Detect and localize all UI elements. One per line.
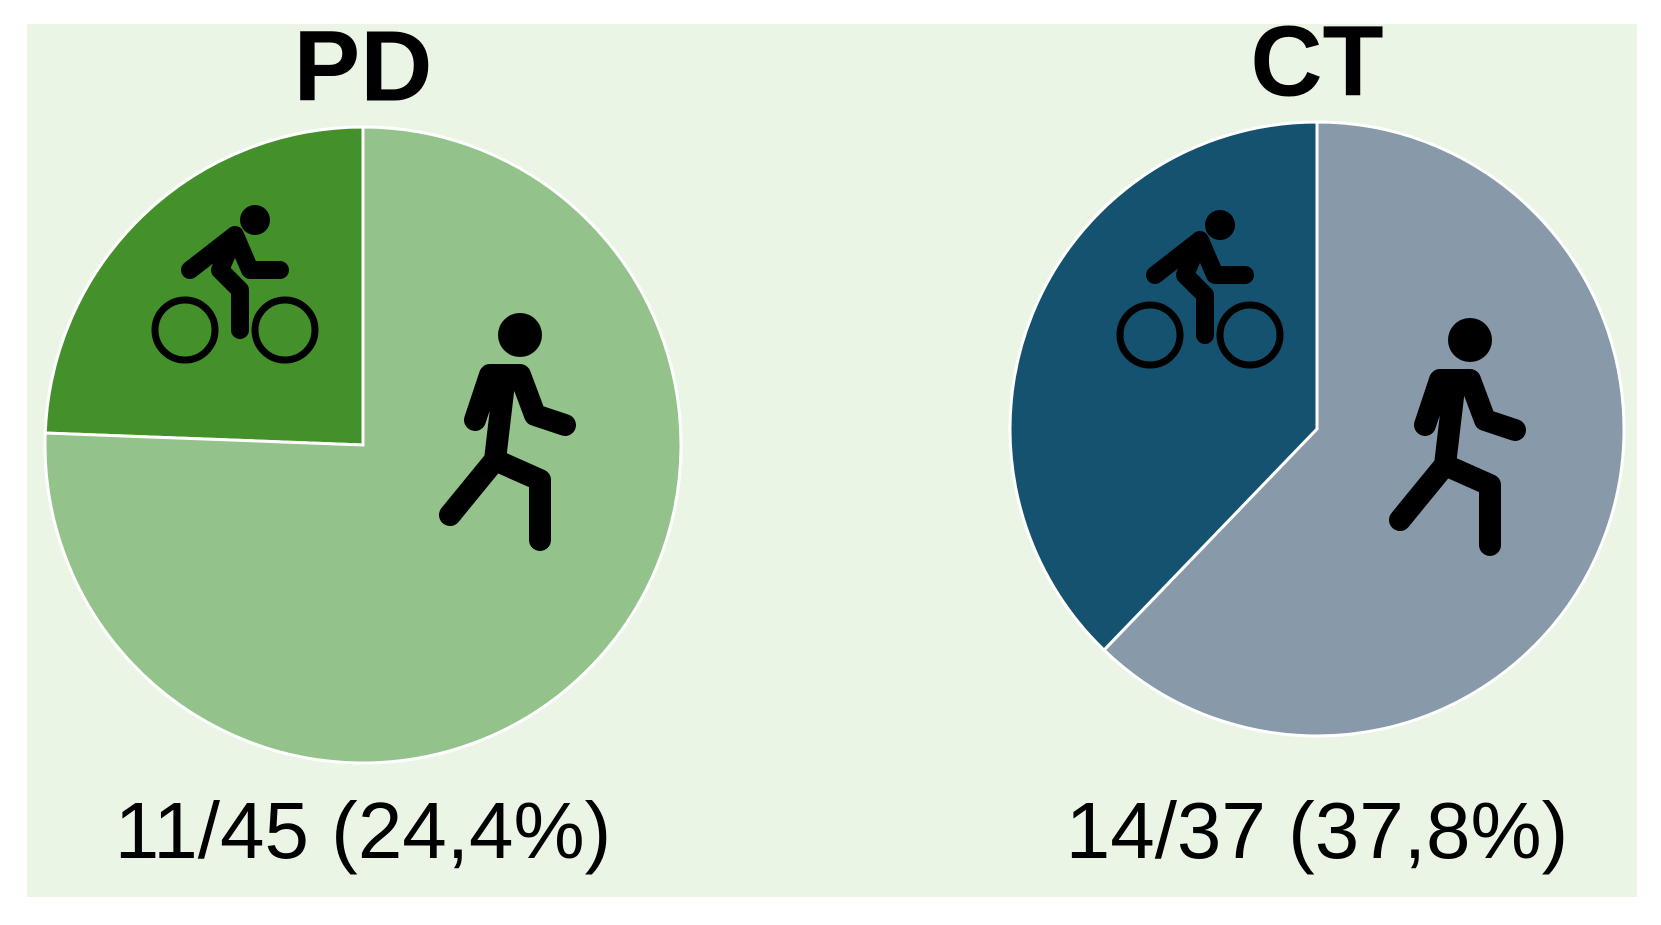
pie-slice [1101,120,1626,738]
cyclist-icon [1116,210,1284,369]
icons [151,205,1526,556]
pie-title: CT [1250,5,1383,117]
pies [43,120,1626,765]
walker-icon [1389,318,1526,556]
pie-caption: 11/45 (24,4%) [115,786,612,875]
pie-caption: 14/37 (37,8%) [1066,786,1569,875]
pie-slice [1008,120,1319,653]
walker-icon [439,313,576,551]
pie-slice [43,125,365,447]
cyclist-icon [151,205,319,364]
pie-title: PD [294,10,433,122]
pie-slice [43,125,683,765]
